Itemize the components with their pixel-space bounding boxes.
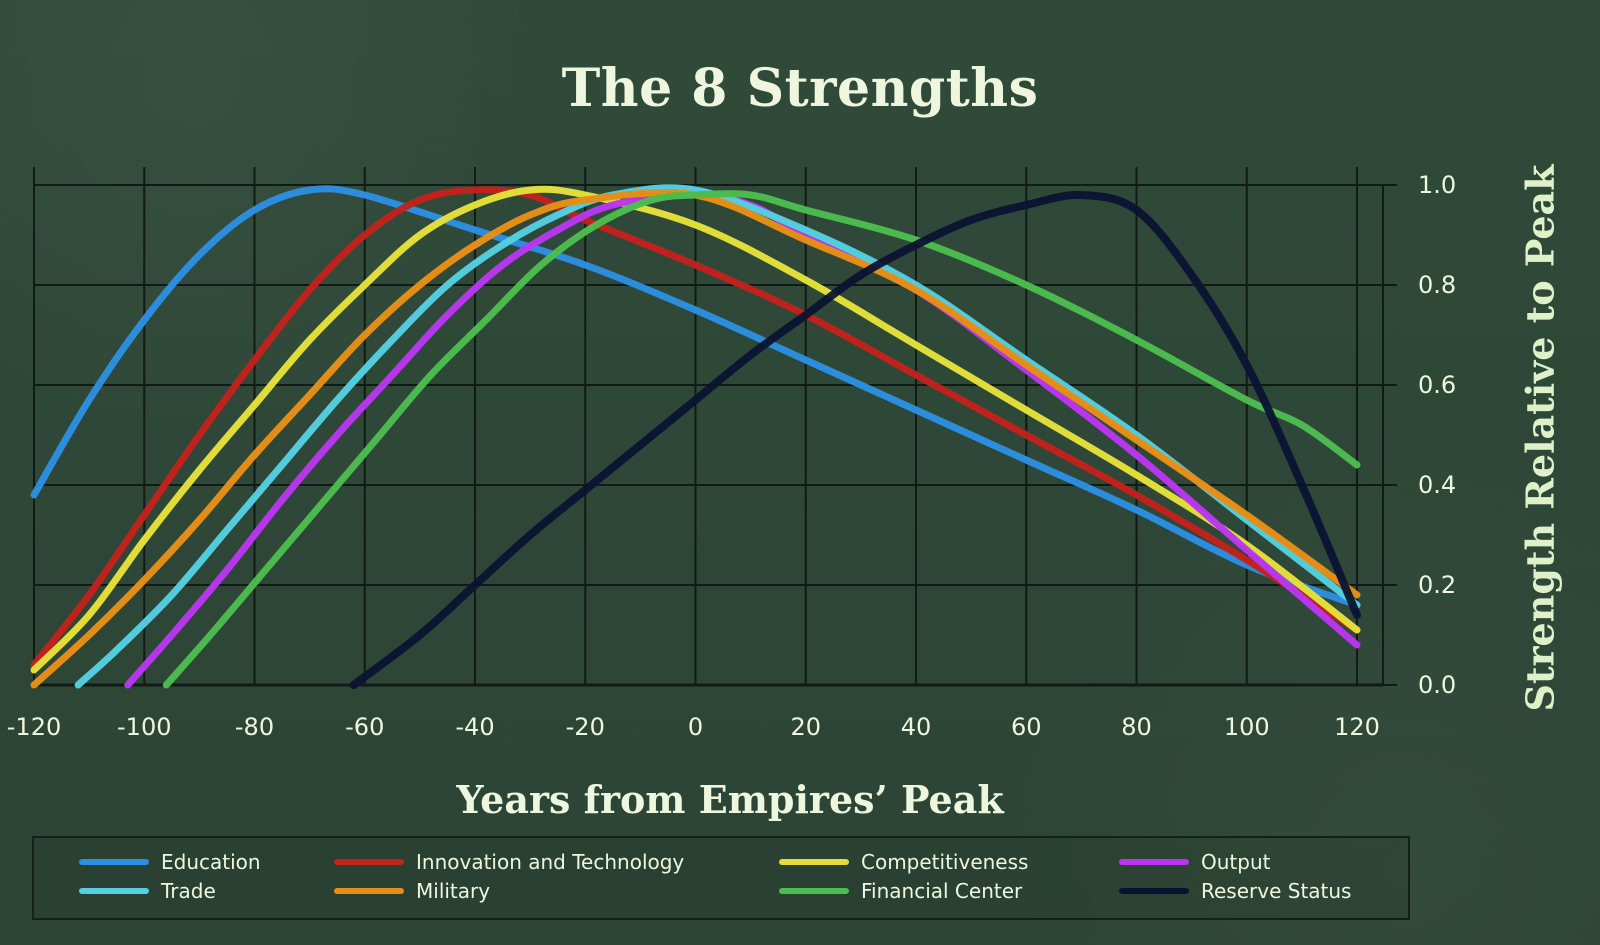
legend-swatch-trade: [79, 888, 149, 894]
legend-item-innovation-and-technology: Innovation and Technology: [334, 850, 684, 874]
legend-item-output: Output: [1119, 850, 1270, 874]
legend-box: Education Innovation and Technology Comp…: [32, 836, 1410, 920]
x-tick-label: -40: [455, 713, 494, 741]
series-line-trade: [74, 184, 1361, 689]
legend-item-education: Education: [79, 850, 261, 874]
legend-swatch-output: [1119, 859, 1189, 865]
legend-item-trade: Trade: [79, 879, 216, 903]
y-tick-label: 0.6: [1418, 371, 1456, 399]
x-axis-title: Years from Empires’ Peak: [456, 777, 1004, 822]
legend-swatch-reserve-status: [1119, 888, 1189, 894]
grid-layer: [33, 167, 1397, 687]
x-tick-label: 120: [1334, 713, 1380, 741]
series-line-innovation-and-technology: [30, 186, 1361, 669]
chart-title: The 8 Strengths: [561, 58, 1039, 119]
legend-swatch-education: [79, 859, 149, 865]
legend-label-reserve-status: Reserve Status: [1201, 879, 1352, 903]
legend-label-education: Education: [161, 850, 261, 874]
series-layer: [30, 184, 1361, 689]
y-tick-label: 0.0: [1418, 671, 1456, 699]
x-tick-label: 80: [1121, 713, 1152, 741]
legend-item-military: Military: [334, 879, 490, 903]
series-line-competitiveness: [30, 185, 1361, 674]
series-line-financial-center: [162, 190, 1361, 689]
legend-label-output: Output: [1201, 850, 1271, 874]
x-tick-label: -20: [566, 713, 605, 741]
x-tick-label: -100: [117, 713, 171, 741]
y-axis-title: Strength Relative to Peak: [1517, 164, 1563, 712]
x-tick-label: 0: [688, 713, 703, 741]
y-tick-label: 0.2: [1418, 571, 1456, 599]
series-line-reserve-status: [349, 190, 1361, 689]
legend-item-reserve-status: Reserve Status: [1119, 879, 1351, 903]
x-tick-label: 20: [790, 713, 821, 741]
legend-swatch-military: [334, 888, 404, 894]
legend-label-innovation-and-technology: Innovation and Technology: [416, 850, 685, 874]
x-tick-label: -60: [345, 713, 384, 741]
x-tick-label: 40: [901, 713, 932, 741]
y-tick-label: 0.4: [1418, 471, 1456, 499]
x-tick-label: 60: [1011, 713, 1042, 741]
x-tick-label: 100: [1224, 713, 1270, 741]
series-line-military: [30, 188, 1361, 689]
legend-swatch-financial-center: [779, 888, 849, 894]
tick-layer: -120 -100 -80 -60 -40 -20 0 20 40 60 80 100 120 0.0 0.…: [7, 171, 1456, 741]
legend-label-competitiveness: Competitiveness: [861, 850, 1029, 874]
series-line-education: [30, 185, 1361, 609]
x-tick-label: -80: [235, 713, 274, 741]
legend-item-financial-center: Financial Center: [779, 879, 1022, 903]
legend-label-trade: Trade: [161, 879, 216, 903]
legend-item-competitiveness: Competitiveness: [779, 850, 1028, 874]
series-line-output: [124, 191, 1361, 689]
legend-swatch-innovation-and-technology: [334, 859, 404, 865]
legend-label-military: Military: [416, 879, 491, 903]
y-tick-label: 0.8: [1418, 271, 1456, 299]
legend-swatch-competitiveness: [779, 859, 849, 865]
y-tick-label: 1.0: [1418, 171, 1456, 199]
x-tick-label: -120: [7, 713, 61, 741]
legend-label-financial-center: Financial Center: [861, 879, 1023, 903]
